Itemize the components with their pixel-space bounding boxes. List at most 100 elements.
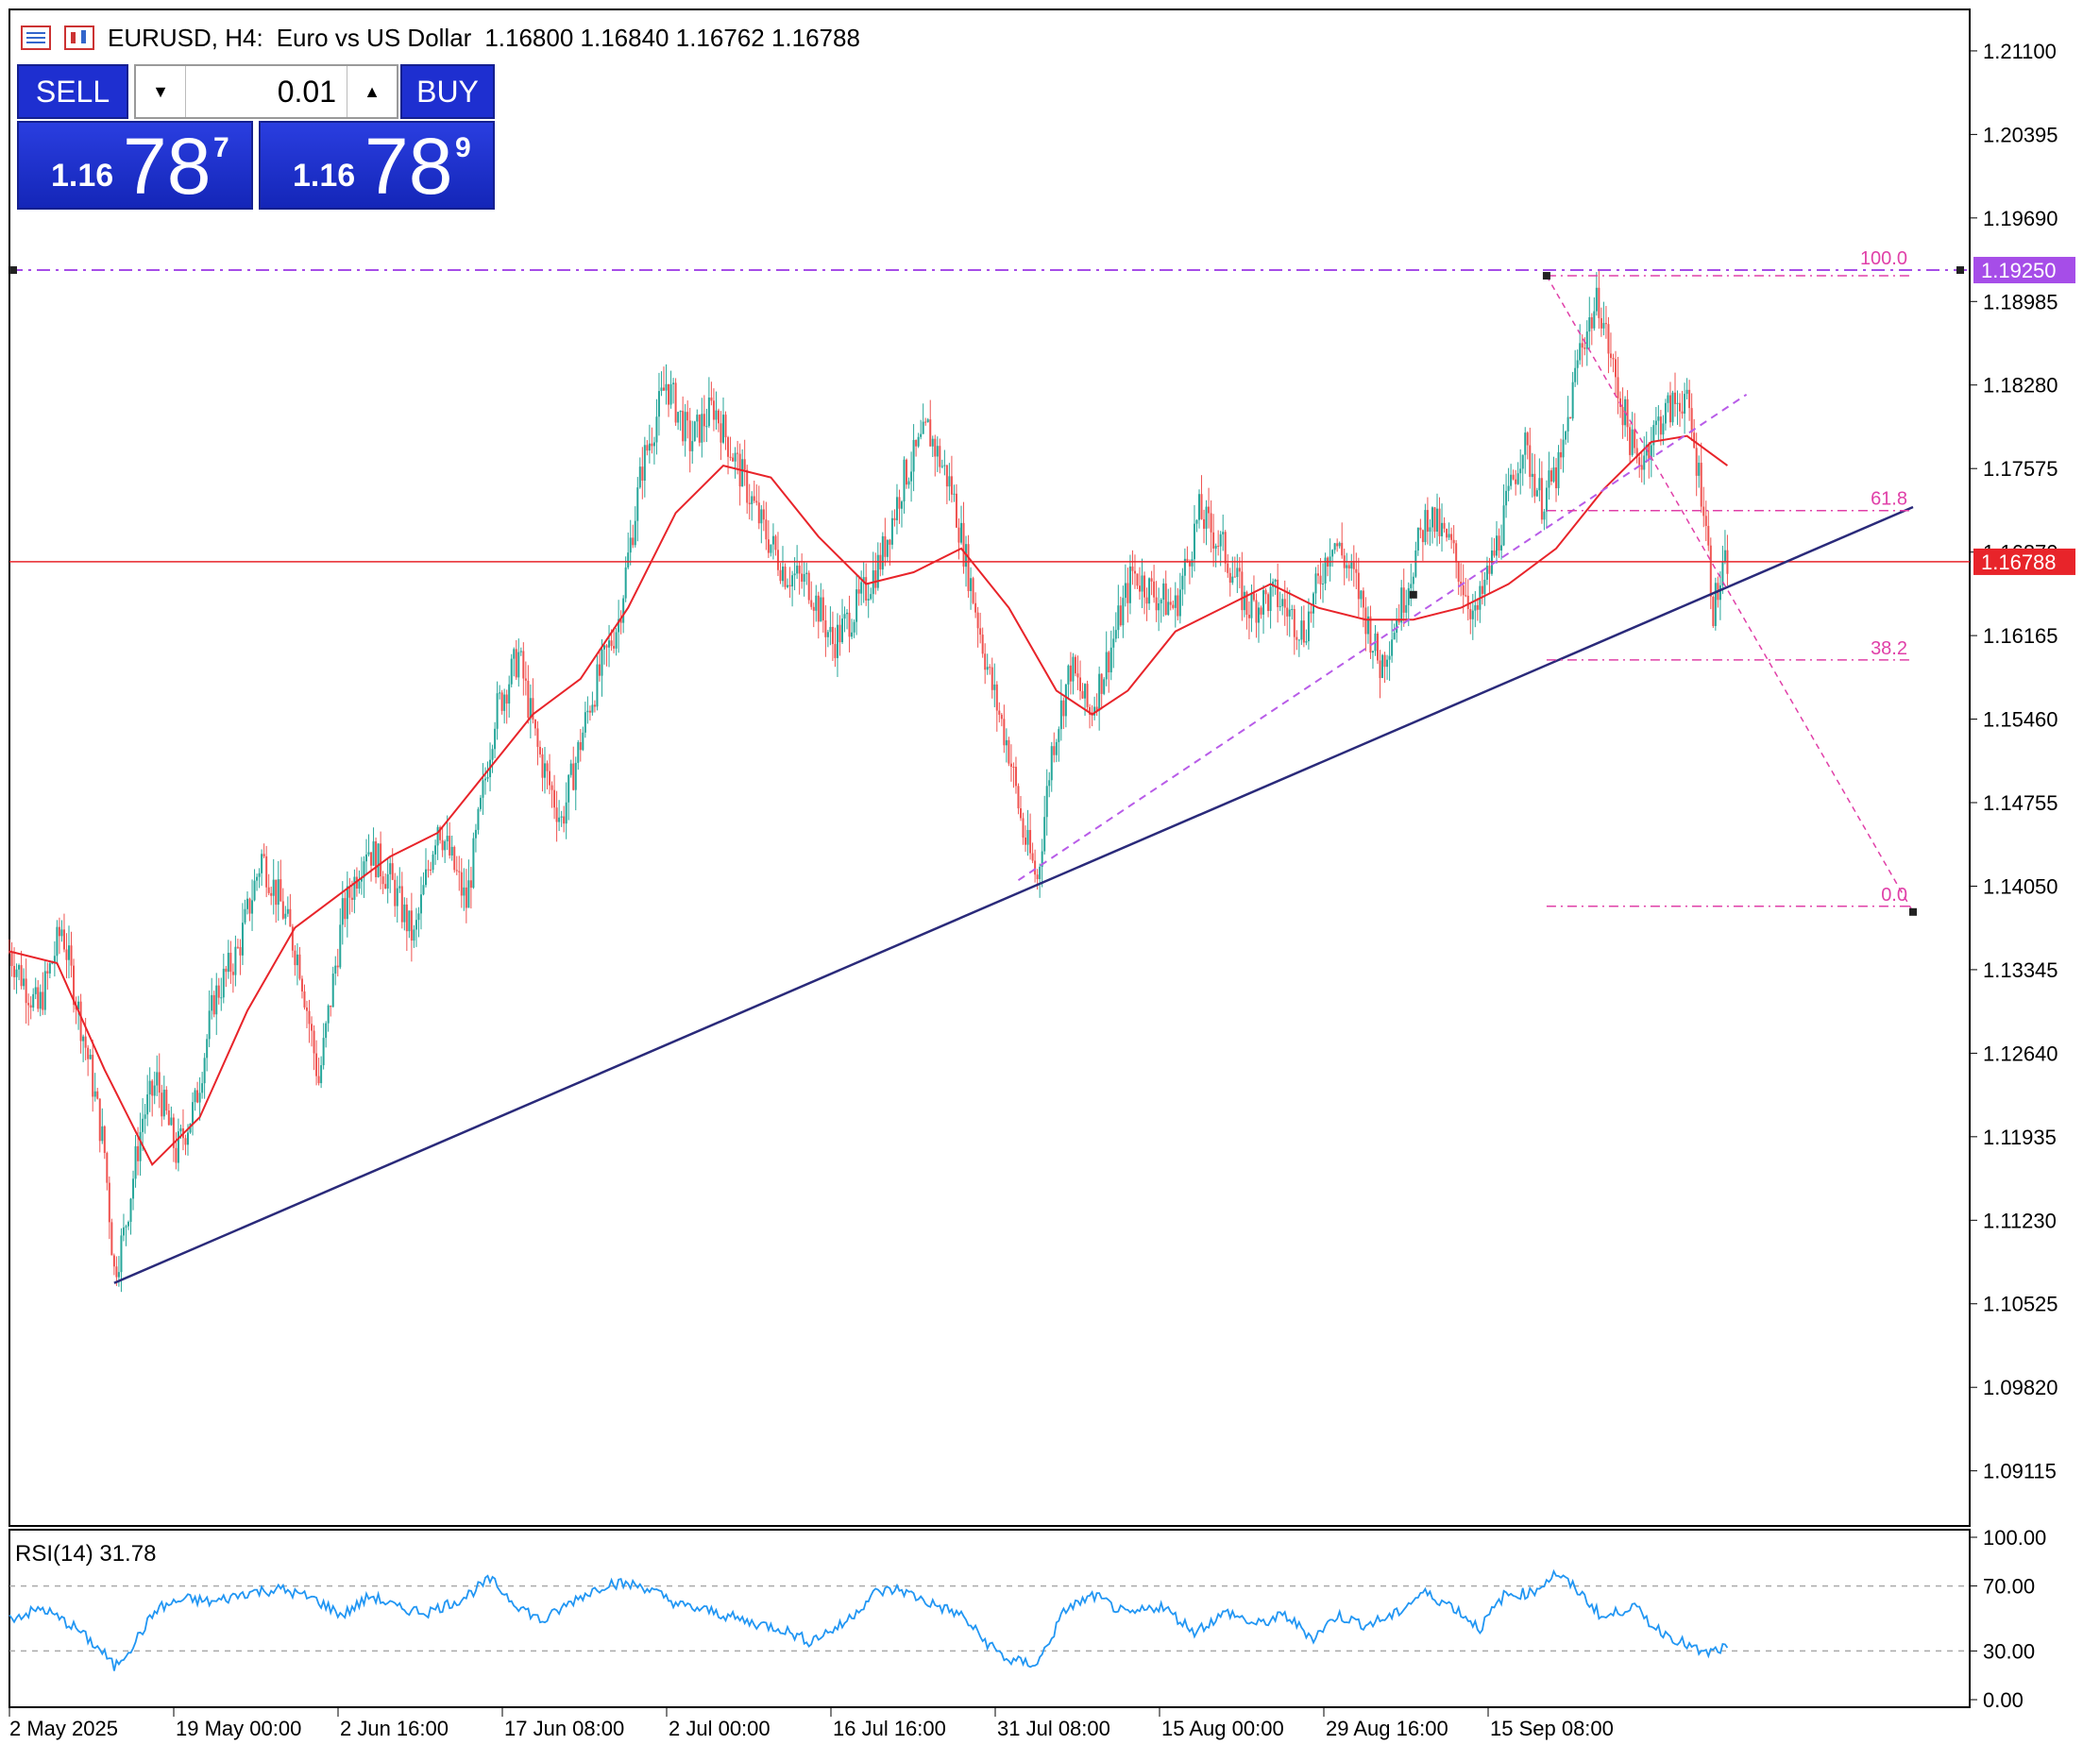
candle-body (62, 929, 65, 950)
candle-body (208, 1010, 211, 1040)
candle-body (582, 732, 584, 751)
candle-body (339, 924, 342, 968)
candle-body (1314, 573, 1317, 594)
resistance-anchor-left (9, 266, 17, 275)
candle-body (25, 978, 27, 1004)
candle-body (1122, 598, 1125, 626)
candle-body (876, 554, 879, 588)
candle-body (1407, 587, 1410, 605)
candle-body (1169, 601, 1172, 605)
candle-body (1086, 684, 1089, 707)
buy-price-button[interactable]: 1.16 78 9 (259, 121, 495, 210)
candle-body (1126, 583, 1129, 603)
candle-body (536, 728, 539, 747)
candle-body (1183, 558, 1186, 576)
candle-body (586, 710, 589, 713)
candle-body (1552, 467, 1555, 482)
candle-body (1039, 866, 1042, 880)
candle-body (515, 649, 517, 678)
candle-body (1043, 817, 1046, 852)
candle-body (1709, 545, 1712, 598)
resistance-anchor-right (1956, 266, 1964, 275)
candle-body (417, 913, 420, 921)
candle-body (1721, 561, 1724, 585)
candle-body (979, 628, 982, 635)
candle-body (1217, 546, 1220, 548)
candle-body (272, 879, 275, 896)
candle-body (779, 569, 782, 582)
candle-body (222, 968, 225, 998)
candle-body (1607, 324, 1610, 354)
candle-body (510, 658, 513, 685)
candle-body (1291, 609, 1294, 611)
candle-body (893, 517, 896, 520)
lot-increase-button[interactable]: ▲ (347, 66, 397, 117)
price-tick-label: 1.09115 (1983, 1460, 2057, 1483)
candle-body (270, 892, 273, 896)
candle-body (1360, 590, 1363, 600)
buy-button[interactable]: BUY (400, 64, 495, 119)
candle-body (450, 846, 453, 856)
chart-list-icon[interactable] (21, 25, 51, 50)
candle-body (629, 537, 632, 553)
candle-body (1177, 595, 1179, 617)
candle-body (720, 423, 722, 443)
candle-body (486, 776, 489, 779)
lot-decrease-button[interactable]: ▼ (136, 66, 186, 117)
candle-body (757, 502, 760, 524)
candle-body (665, 383, 668, 391)
candle-body (1567, 416, 1569, 432)
candle-body (984, 653, 987, 670)
candle-body (408, 910, 411, 932)
candle-body (1548, 470, 1550, 488)
candle-body (707, 397, 710, 427)
candle-body (106, 1153, 109, 1183)
candle-body (227, 953, 229, 973)
candle-body (843, 614, 846, 619)
candle-body (179, 1127, 182, 1132)
time-tick-label: 31 Jul 08:00 (997, 1717, 1110, 1740)
candle-body (1076, 673, 1079, 678)
sell-price-button[interactable]: 1.16 78 7 (17, 121, 253, 210)
candle-body (194, 1090, 196, 1103)
candle-body (722, 415, 724, 443)
candle-body (120, 1235, 123, 1273)
candle-body (1410, 584, 1413, 588)
sell-button[interactable]: SELL (17, 64, 128, 119)
candle-body (1707, 525, 1710, 546)
candle-body (344, 898, 347, 920)
candle-body (1500, 545, 1503, 551)
candle-body (1247, 615, 1250, 618)
candle-body (1293, 609, 1296, 637)
candle-body (1208, 506, 1211, 514)
candle-body (82, 1036, 85, 1042)
time-axis: 2 May 2025 19 May 00:00 2 Jun 16:00 17 Jun … (8, 1707, 1614, 1740)
candle-body (1386, 659, 1389, 668)
candle-body (286, 908, 289, 914)
candle-body (1167, 601, 1170, 616)
sell-price-sup: 7 (213, 132, 229, 163)
candle-body (298, 954, 301, 979)
candle-body (1128, 566, 1131, 603)
candle-body (65, 949, 68, 960)
candle-body (1222, 532, 1225, 534)
candle-body (1441, 522, 1444, 536)
chart-candles-icon[interactable] (64, 25, 94, 50)
candle-body (1714, 583, 1717, 626)
candle-body (732, 457, 735, 462)
candle-body (1231, 576, 1234, 584)
candle-body (901, 501, 903, 509)
candle-body (112, 1255, 115, 1267)
candle-body (1452, 539, 1455, 544)
price-tick-label: 1.19690 (1983, 207, 2058, 230)
candle-body (1279, 605, 1281, 607)
candle-body (796, 566, 799, 574)
lot-size-input[interactable]: 0.01 (277, 74, 336, 109)
candle-body (906, 459, 908, 485)
candle-body (1317, 573, 1319, 576)
candle-body (917, 436, 920, 447)
candle-body (634, 520, 636, 546)
candle-body (108, 1182, 110, 1223)
candle-body (834, 644, 837, 658)
